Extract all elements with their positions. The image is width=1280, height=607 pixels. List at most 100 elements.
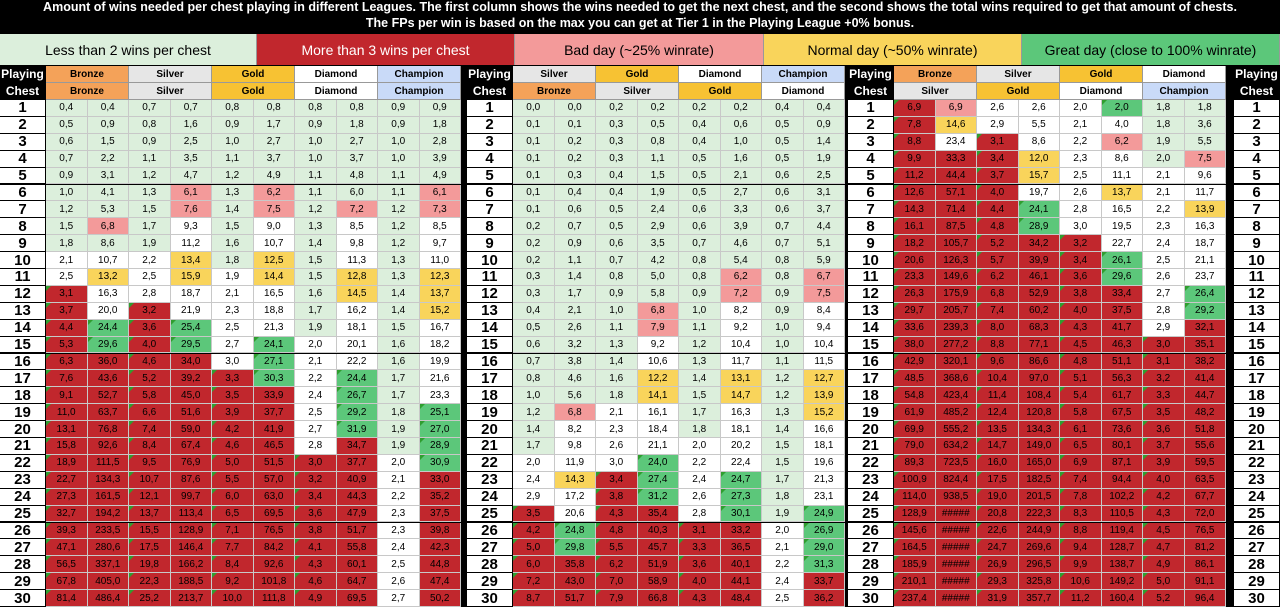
wins-total: 76,9 [170, 454, 212, 472]
wins-next-chest: 0,8 [513, 370, 555, 388]
wins-total: 44,8 [419, 556, 461, 574]
wins-next-chest: 6,9 [894, 100, 936, 117]
wins-total: 17,2 [554, 488, 596, 506]
wins-total: 60,1 [336, 556, 378, 574]
chest-number: 7 [848, 201, 894, 219]
wins-total: 149,0 [1018, 438, 1060, 455]
wins-next-chest: 0,8 [596, 269, 638, 286]
wins-next-chest: 20,8 [977, 505, 1019, 523]
chest-number: 7 [1234, 201, 1280, 219]
wins-total: 5,1 [803, 235, 845, 253]
wins-next-chest: 7,8 [1060, 488, 1102, 506]
wins-total: 0,2 [554, 150, 596, 168]
wins-total: 81,2 [1184, 539, 1226, 557]
wins-total: 11,3 [336, 252, 378, 269]
wins-next-chest: 0,9 [378, 116, 420, 134]
wins-total: 6,1 [419, 184, 461, 202]
chest-number: 24 [1234, 488, 1280, 506]
wins-next-chest: 8,8 [1060, 522, 1102, 540]
wins-total: 67,4 [170, 438, 212, 455]
wins-next-chest: 114,0 [894, 488, 936, 506]
wins-total: 165,0 [1018, 454, 1060, 472]
wins-total: 61,7 [1101, 387, 1143, 405]
chest-number: 11 [0, 269, 46, 286]
wins-total: 63,0 [253, 488, 295, 506]
wins-total: 31,2 [637, 488, 679, 506]
wins-total: 134,3 [87, 471, 129, 489]
wins-total: 35,4 [637, 505, 679, 523]
wins-next-chest: 1,5 [762, 454, 804, 472]
chest-label: Chest [467, 83, 513, 100]
wins-total: 19,9 [419, 353, 461, 371]
chest-number: 8 [1234, 218, 1280, 236]
wins-next-chest: 1,2 [762, 370, 804, 388]
playing-league-header: Silver [977, 66, 1060, 83]
wins-next-chest: 8,4 [212, 556, 254, 574]
wins-total: 9,3 [170, 218, 212, 236]
chest-number: 22 [467, 454, 513, 472]
wins-next-chest: 1,0 [762, 336, 804, 354]
wins-total: 213,7 [170, 590, 212, 607]
wins-next-chest: 1,3 [679, 353, 721, 371]
wins-total: 46,1 [1018, 269, 1060, 286]
wins-total: 86,1 [1184, 556, 1226, 574]
wins-total: 1,4 [554, 269, 596, 286]
wins-next-chest: 2,2 [762, 556, 804, 574]
wins-next-chest: 0,2 [513, 218, 555, 236]
wins-next-chest: 1,7 [295, 302, 337, 320]
chest-number: 27 [467, 539, 513, 557]
wins-total: 1,5 [637, 167, 679, 185]
wins-next-chest: 2,2 [679, 454, 721, 472]
wins-next-chest: 4,3 [1143, 505, 1185, 523]
wins-next-chest: 0,2 [513, 235, 555, 253]
wins-total: 96,4 [1184, 590, 1226, 607]
chest-number: 28 [1234, 556, 1280, 574]
wins-next-chest: 9,5 [129, 454, 171, 472]
wins-total: 11,2 [170, 235, 212, 253]
wins-next-chest: 9,9 [1060, 556, 1102, 574]
wins-total: 280,6 [87, 539, 129, 557]
wins-total: 13,4 [170, 252, 212, 269]
wins-next-chest: 1,1 [762, 353, 804, 371]
wins-next-chest: 9,1 [46, 387, 88, 405]
wins-next-chest: 0,3 [513, 269, 555, 286]
wins-next-chest: 145,6 [894, 522, 936, 540]
wins-next-chest: 0,9 [762, 302, 804, 320]
chest-number: 26 [1234, 522, 1280, 540]
wins-next-chest: 2,6 [679, 488, 721, 506]
wins-total: 8,5 [336, 218, 378, 236]
wins-next-chest: 0,2 [679, 100, 721, 117]
wins-total: 33,3 [935, 150, 977, 168]
wins-next-chest: 3,7 [1143, 438, 1185, 455]
title-line-2: The FPs per win is based on the max you … [365, 15, 915, 30]
wins-total: 485,2 [935, 404, 977, 422]
wins-next-chest: 1,2 [212, 167, 254, 185]
wins-next-chest: 0,5 [46, 116, 88, 134]
chest-number: 14 [1234, 319, 1280, 337]
wins-total: 22,2 [336, 353, 378, 371]
wins-total: 18,1 [720, 421, 762, 438]
wins-total: 46,3 [1101, 336, 1143, 354]
wins-total: 94,4 [1101, 471, 1143, 489]
wins-total: 824,4 [935, 471, 977, 489]
wins-next-chest: 1,8 [596, 387, 638, 405]
wins-next-chest: 0,6 [596, 235, 638, 253]
wins-next-chest: 5,2 [1143, 590, 1185, 607]
wins-total: 22,4 [720, 454, 762, 472]
wins-next-chest: 7,4 [977, 302, 1019, 320]
chest-number: 4 [467, 150, 513, 168]
chest-number: 25 [1234, 505, 1280, 523]
wins-total: 5,5 [1018, 116, 1060, 134]
wins-total: 105,7 [935, 235, 977, 253]
wins-next-chest: 2,3 [212, 302, 254, 320]
wins-next-chest: 0,9 [679, 285, 721, 303]
wins-next-chest: 26,9 [977, 556, 1019, 574]
wins-total: 222,3 [1018, 505, 1060, 523]
wins-next-chest: 1,7 [679, 404, 721, 422]
wins-total: 40,1 [720, 556, 762, 574]
wins-next-chest: 3,1 [46, 285, 88, 303]
wins-total: 1,1 [554, 252, 596, 269]
wins-next-chest: 0,6 [679, 218, 721, 236]
wins-next-chest: 1,1 [212, 150, 254, 168]
wins-next-chest: 6,9 [1060, 454, 1102, 472]
